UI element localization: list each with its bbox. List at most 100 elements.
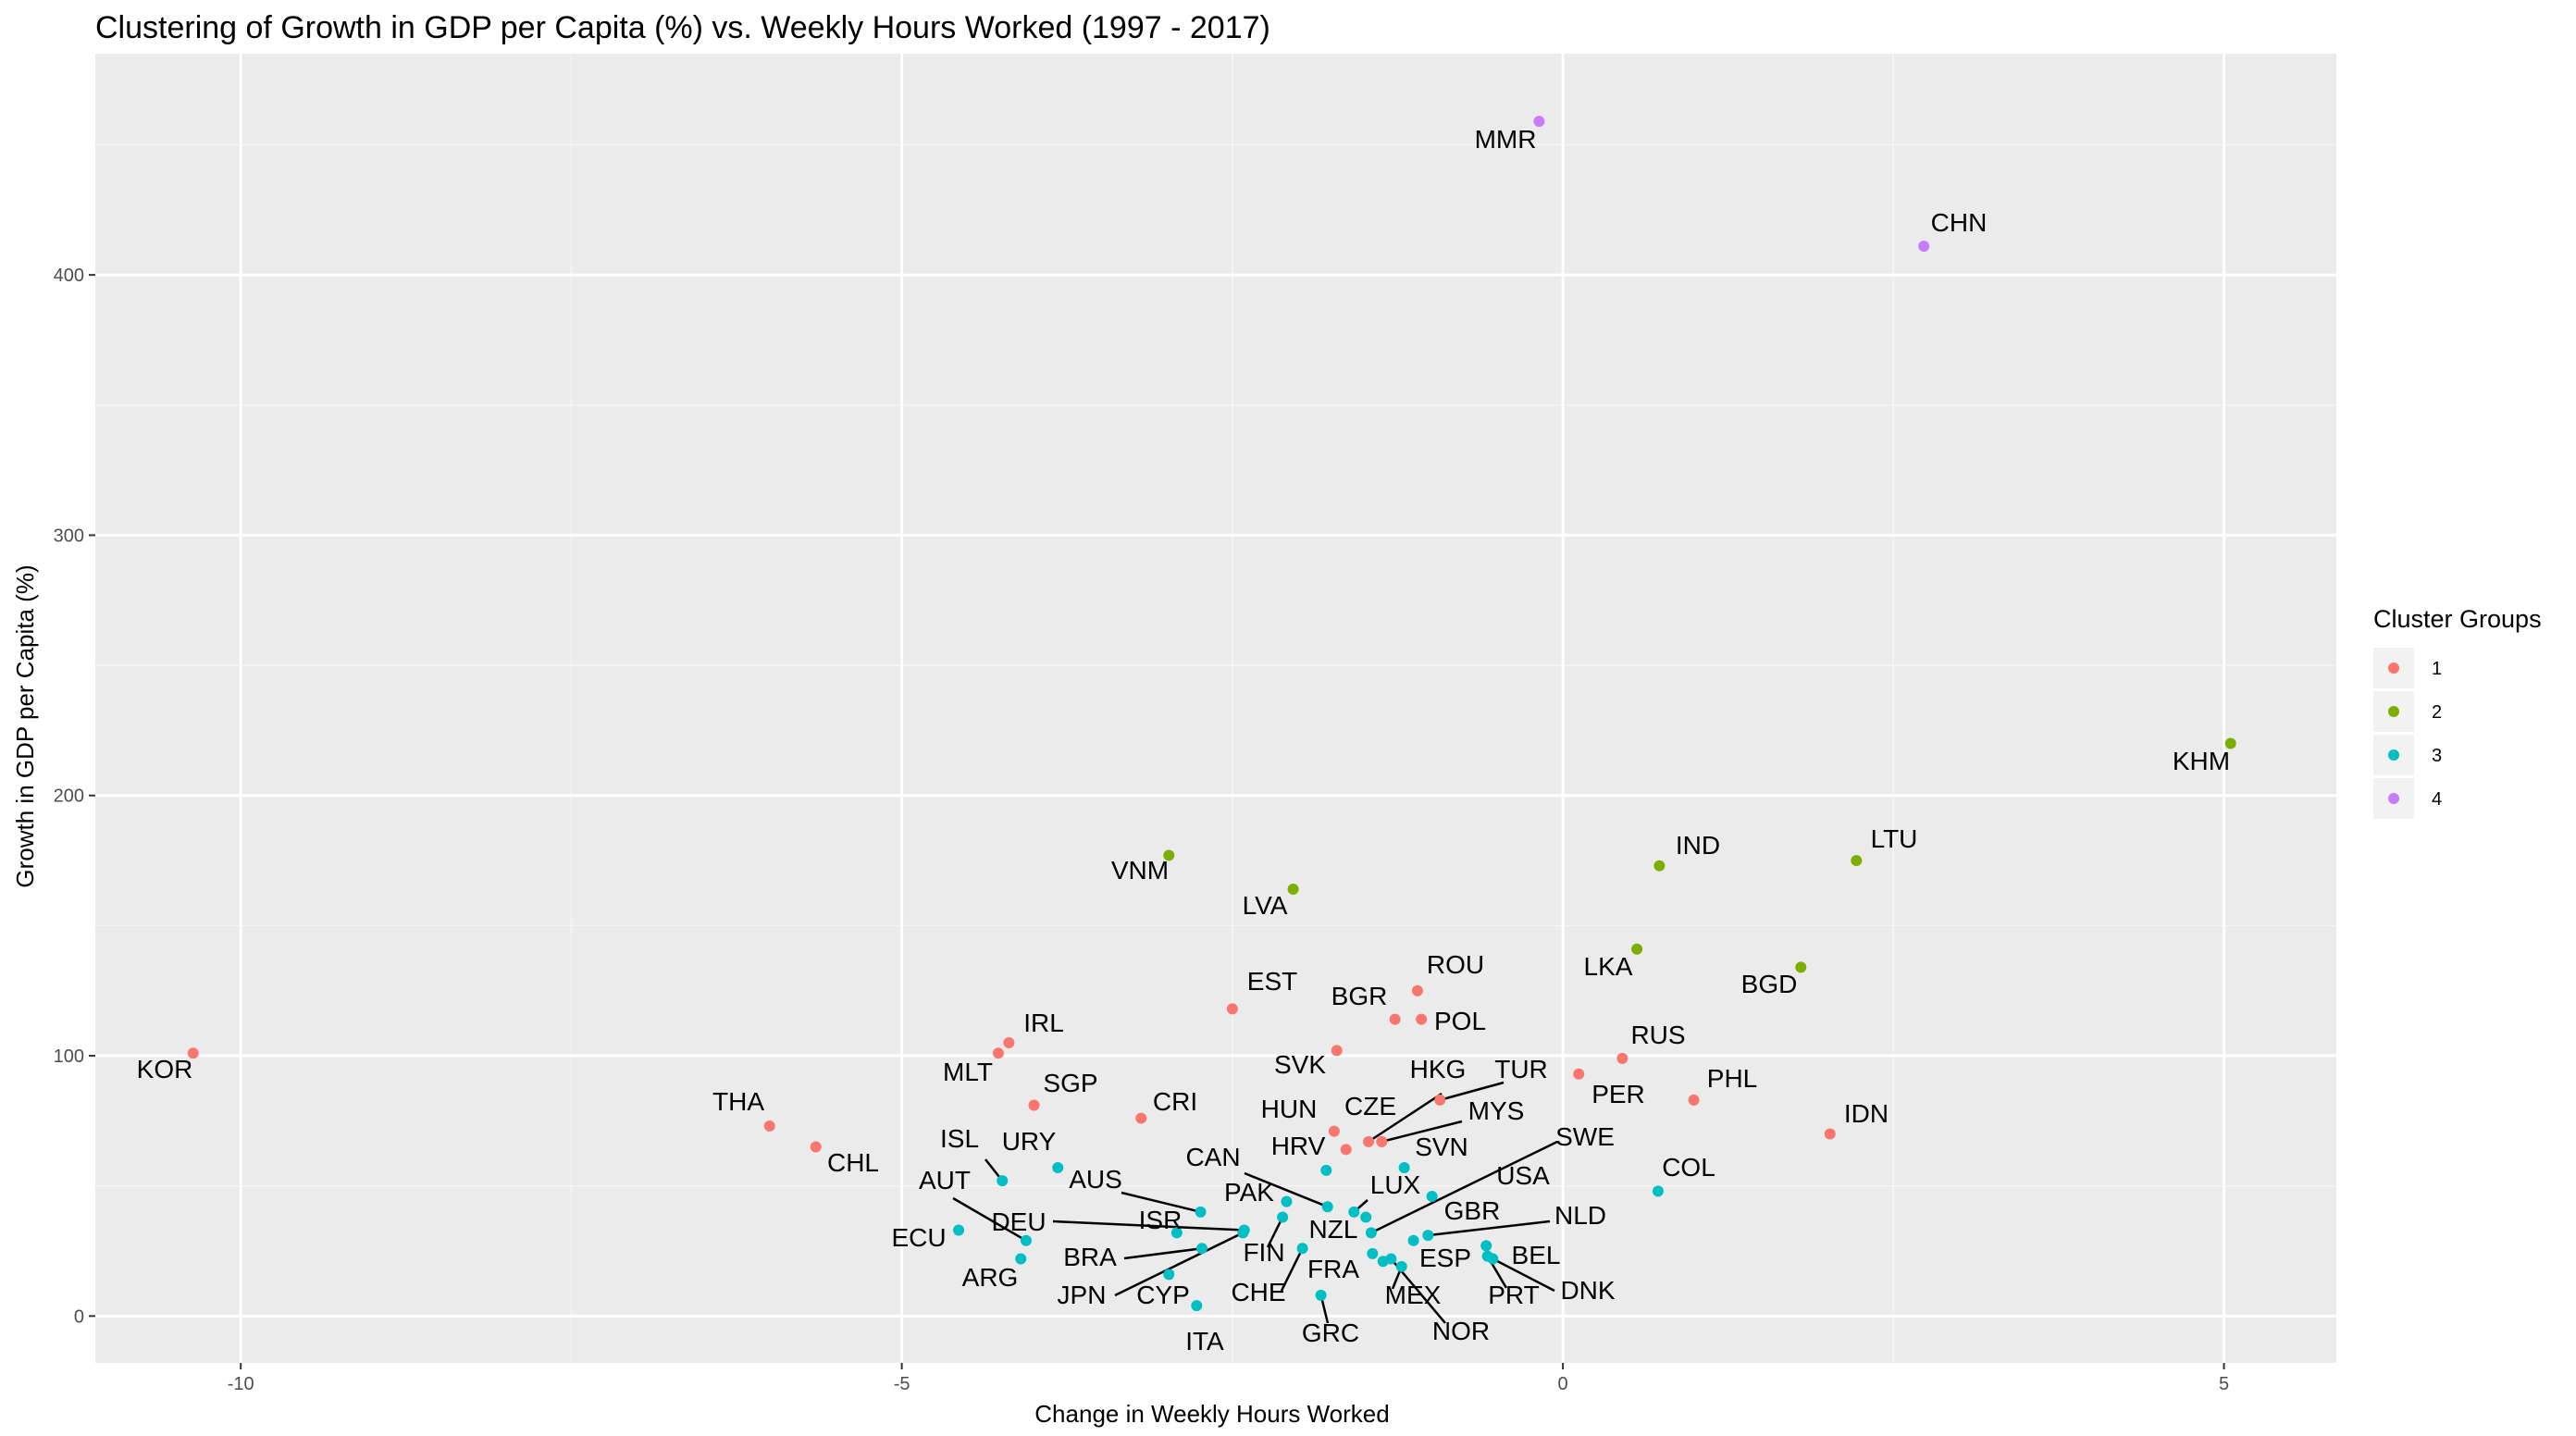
point-label: AUT [919,1166,971,1195]
point-label: NZL [1309,1215,1358,1244]
chart-title: Clustering of Growth in GDP per Capita (… [95,10,1270,45]
point-label: NLD [1554,1201,1606,1230]
y-tick-label: 100 [54,1046,84,1067]
point-label: PER [1591,1080,1645,1108]
data-point [1003,1036,1015,1048]
data-point [1824,1128,1836,1140]
point-label: CHL [827,1148,879,1177]
point-label: GRC [1302,1318,1359,1347]
point-label: PRT [1488,1281,1540,1309]
point-label: VNM [1111,856,1169,885]
label-leader-line [1381,1120,1463,1144]
data-point [1367,1247,1379,1259]
point-label: EST [1247,967,1297,996]
label-leader-line [1280,1247,1304,1292]
data-point [1385,1253,1397,1265]
y-axis-label: Growth in GDP per Capita (%) [11,564,39,887]
legend-swatch [2388,662,2399,674]
y-tick-label: 300 [54,526,84,546]
legend-title: Cluster Groups [2373,605,2542,633]
data-point [1020,1234,1032,1246]
legend-label: 3 [2432,746,2442,766]
point-label: SGP [1043,1069,1097,1097]
point-label: CYP [1136,1281,1190,1309]
data-point [1287,884,1299,896]
data-point [1389,1013,1401,1025]
point-label: URY [1002,1127,1057,1156]
x-tick-label: 0 [1558,1374,1568,1394]
data-point [1321,1201,1333,1213]
data-point [1434,1094,1446,1106]
data-point [1487,1253,1499,1265]
point-label: CHE [1231,1278,1285,1306]
data-point [1135,1112,1147,1124]
data-point [763,1120,775,1133]
data-point [1363,1135,1375,1147]
grid-minor [95,54,2336,1363]
data-point [187,1047,199,1059]
grid-major [95,54,2336,1363]
plot-panel [95,54,2336,1363]
legend-swatch [2388,793,2399,804]
point-label: IND [1676,831,1720,860]
data-point [1795,961,1807,973]
legend-label: 4 [2432,789,2442,810]
legend-swatch [2388,706,2399,717]
data-point [1163,1269,1175,1281]
legend: Cluster Groups 1 2 3 4 [2373,605,2542,819]
label-leader-line [1114,1232,1244,1297]
point-label: LTU [1871,824,1918,853]
data-point [1376,1135,1388,1147]
point-label: HUN [1261,1095,1318,1123]
x-axis-label: Change in Weekly Hours Worked [1034,1400,1389,1428]
legend-items: 1 2 3 4 [2373,648,2442,819]
point-label: FIN [1243,1238,1284,1267]
label-leader-line [1244,1171,1329,1208]
label-leader-line [952,1196,1027,1242]
data-point [1365,1227,1377,1239]
data-point [1653,860,1666,872]
point-label: GBR [1444,1196,1501,1225]
data-point [1411,984,1423,997]
data-point [997,1175,1009,1187]
y-tick-label: 400 [54,266,84,286]
label-leader-lines [952,1081,1558,1324]
point-label: FRA [1307,1255,1359,1283]
data-point [1426,1190,1438,1202]
data-point [1328,1125,1340,1137]
data-point [1315,1289,1327,1301]
data-point [1170,1227,1183,1239]
label-leader-line [1368,1092,1443,1143]
data-point [1360,1211,1372,1223]
point-label: IDN [1844,1099,1889,1128]
data-point [1398,1162,1410,1174]
point-label: COL [1662,1153,1715,1182]
point-label: BGD [1741,970,1798,998]
point-label: ISR [1139,1206,1183,1234]
data-point [1851,855,1863,867]
data-point [810,1141,822,1153]
label-leader-line [1428,1219,1551,1237]
label-leader-line [1439,1081,1505,1102]
y-tick-label: 200 [54,786,84,807]
point-label: USA [1496,1161,1550,1190]
legend-label: 1 [2432,659,2442,679]
data-point [1331,1045,1343,1057]
point-label: HRV [1271,1132,1326,1160]
point-label: LVA [1243,891,1288,920]
label-leader-line [1492,1257,1555,1293]
x-tick-label: -10 [228,1374,254,1394]
point-label: KHM [2173,747,2230,775]
data-point [1226,1003,1238,1015]
data-point [992,1047,1004,1059]
point-label: ROU [1427,950,1484,979]
data-point [1028,1099,1040,1111]
legend-label: 2 [2432,702,2442,723]
data-point [2224,737,2236,749]
point-label: POL [1434,1007,1486,1035]
x-axis-ticks: -10 -5 0 5 [228,1363,2229,1394]
data-point [1320,1164,1332,1176]
data-point [1533,116,1545,128]
point-label: DEU [991,1207,1046,1236]
